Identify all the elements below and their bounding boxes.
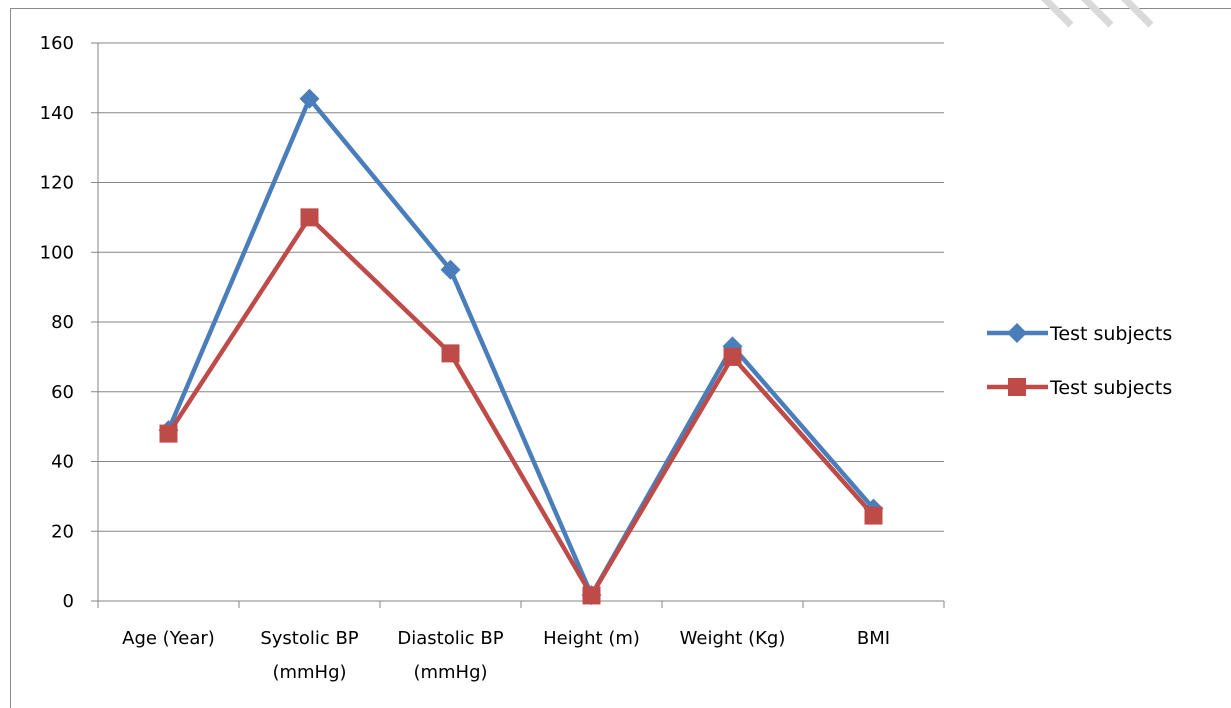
x-tick-labels: Age (Year) Systolic BP (mmHg) Diastolic BP (… [122,628,890,683]
series-2-line [166,215,876,598]
series-2-point [864,506,883,525]
x-tick-label: Weight (Kg) [680,628,786,649]
gridlines [98,42,944,532]
legend-label: Test subjects [1049,323,1172,345]
series-1-point [299,88,320,109]
legend-swatch-marker [1008,378,1026,396]
chart-frame [10,8,1231,708]
y-tick-labels: 0 20 40 60 80 100 120 140 160 [40,33,74,612]
axes [91,42,945,608]
legend: Test subjects Test subjects [987,323,1172,399]
y-tick-label: 0 [63,591,74,612]
x-tick-label: Age (Year) [122,628,215,649]
y-tick-label: 120 [40,173,74,194]
y-tick-label: 80 [51,312,74,333]
y-tick-label: 40 [51,452,74,473]
x-tick-label: Diastolic BP [397,628,503,649]
series-1-point [440,259,461,280]
series-2-point [582,586,601,605]
corner-decoration [1041,0,1154,28]
x-tick-label: (mmHg) [413,662,487,683]
x-tick-label: Height (m) [543,628,640,649]
y-tick-label: 100 [40,242,74,263]
y-tick-label: 140 [40,103,74,124]
y-tick-label: 60 [51,382,74,403]
y-tick-label: 20 [51,521,74,542]
series-2-point [300,208,319,227]
y-tick-label: 160 [40,33,74,54]
series-1-line [166,96,876,598]
legend-label: Test subjects [1049,377,1172,399]
x-tick-label: BMI [857,628,890,649]
series-2-point [159,424,178,443]
x-tick-label: Systolic BP [260,628,358,649]
series-lines [158,88,884,606]
x-tick-label: (mmHg) [272,662,346,683]
series-2-point [723,347,742,366]
series-2-point [441,344,460,363]
legend-swatch-marker [1007,323,1027,343]
